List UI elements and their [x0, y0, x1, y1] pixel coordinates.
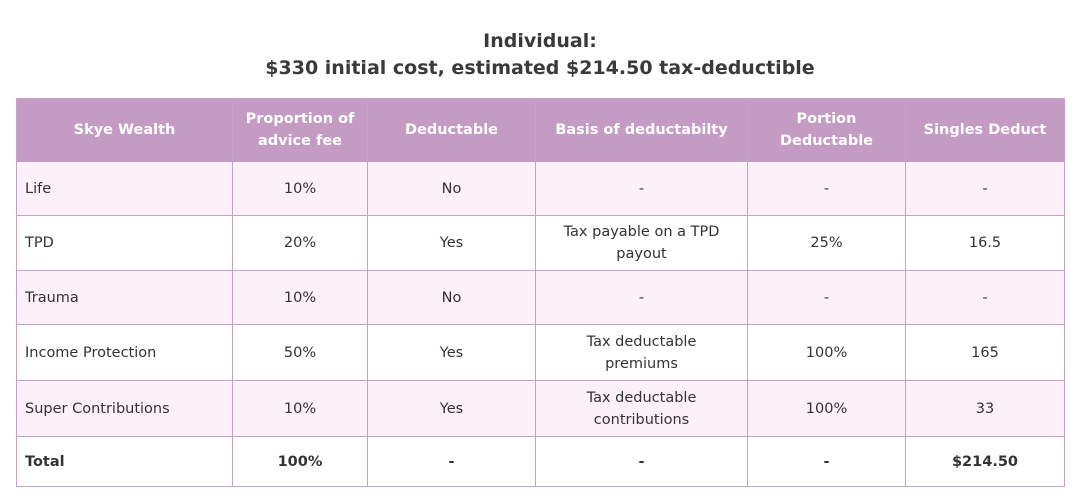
- cell-text: -: [638, 289, 645, 306]
- table-row: Super Contributions 10% Yes Tax deductable …: [16, 380, 1065, 437]
- table-cell: -: [747, 436, 906, 487]
- cell-text: -: [982, 180, 988, 197]
- cell-text: Super Contributions: [25, 400, 170, 417]
- table-cell: 10%: [232, 380, 368, 437]
- cell-text: 16.5: [968, 235, 1002, 251]
- cell-text: 10%: [283, 180, 317, 197]
- header-text: Singles Deduct: [923, 122, 1047, 138]
- cell-text: 20%: [283, 235, 317, 251]
- title: Individual: $330 initial cost, estimated…: [0, 28, 1080, 82]
- table-cell: 10%: [232, 161, 368, 216]
- cell-text: 50%: [283, 344, 317, 361]
- table-cell: 50%: [232, 324, 368, 381]
- cell-text: Income Protection: [25, 344, 157, 361]
- table-cell: Tax deductable contributions: [535, 380, 748, 437]
- cell-text: No: [441, 289, 462, 306]
- table-row: TPD 20% Yes Tax payable on a TPD payout 25% 1…: [16, 215, 1065, 271]
- table-cell: 20%: [232, 215, 368, 271]
- table-cell: -: [747, 270, 906, 325]
- cell-text: 100%: [805, 400, 848, 417]
- table-cell: Total: [16, 436, 233, 487]
- table-row: Total 100% - - - $214.50: [16, 436, 1065, 487]
- cell-text: -: [638, 180, 645, 197]
- table-cell: -: [535, 270, 748, 325]
- table-cell: -: [905, 161, 1065, 216]
- table-cell: 10%: [232, 270, 368, 325]
- cell-text: 10%: [283, 289, 317, 306]
- table-cell: Income Protection: [16, 324, 233, 381]
- cell-text: Total: [25, 453, 65, 470]
- cell-text: Tax payable on a TPD payout: [563, 224, 720, 262]
- table-cell: Super Contributions: [16, 380, 233, 437]
- table-cell: 100%: [747, 380, 906, 437]
- header-cell: Proportion of advice fee: [232, 98, 368, 162]
- header-row: Skye Wealth Proportion of advice fee Deduc…: [16, 98, 1065, 162]
- title-line: Individual:: [483, 30, 597, 52]
- cell-text: -: [638, 453, 645, 470]
- cell-text: No: [441, 180, 462, 197]
- header-cell: Portion Deductable: [747, 98, 906, 162]
- table-cell: 16.5: [905, 215, 1065, 271]
- cell-text: 100%: [277, 453, 323, 470]
- table-cell: Life: [16, 161, 233, 216]
- table-cell: TPD: [16, 215, 233, 271]
- table-cell: 100%: [747, 324, 906, 381]
- header-cell: Basis of deductabilty: [535, 98, 748, 162]
- cell-text: 33: [975, 400, 995, 417]
- cell-text: Trauma: [25, 289, 79, 306]
- table-cell: -: [905, 270, 1065, 325]
- cell-text: -: [448, 453, 455, 470]
- cell-text: $214.50: [951, 453, 1019, 470]
- table-cell: 33: [905, 380, 1065, 437]
- cell-text: 10%: [283, 400, 317, 417]
- cell-text: -: [823, 289, 830, 306]
- header-text: Deductable: [404, 122, 499, 138]
- table-row: Income Protection 50% Yes Tax deductable pr…: [16, 324, 1065, 381]
- header-cell: Deductable: [367, 98, 536, 162]
- cell-text: -: [823, 453, 830, 470]
- table-cell: 25%: [747, 215, 906, 271]
- table-cell: Yes: [367, 324, 536, 381]
- cell-text: Yes: [439, 400, 464, 417]
- cell-text: 100%: [805, 344, 848, 361]
- fee-table: Skye Wealth Proportion of advice fee Deduc…: [16, 98, 1065, 487]
- table-row: Trauma 10% No - - -: [16, 270, 1065, 325]
- table-cell: -: [535, 436, 748, 487]
- cell-text: Life: [25, 180, 52, 197]
- cell-text: Yes: [439, 235, 464, 251]
- cell-text: 25%: [810, 235, 843, 251]
- table-cell: -: [747, 161, 906, 216]
- table-body: Life 10% No - - - TPD 20% Yes Tax payable on a TP…: [16, 161, 1065, 487]
- cell-text: 165: [971, 344, 999, 361]
- table-cell: Yes: [367, 380, 536, 437]
- header-text: Skye Wealth: [73, 122, 176, 138]
- table-cell: $214.50: [905, 436, 1065, 487]
- cell-text: Yes: [439, 344, 464, 361]
- title-line: $330 initial cost, estimated $214.50 tax…: [265, 57, 815, 79]
- header-text: Portion Deductable: [779, 111, 874, 149]
- table-cell: Tax payable on a TPD payout: [535, 215, 748, 271]
- table-cell: Tax deductable premiums: [535, 324, 748, 381]
- table-cell: Yes: [367, 215, 536, 271]
- table-cell: No: [367, 161, 536, 216]
- header-cell: Singles Deduct: [905, 98, 1065, 162]
- table-cell: No: [367, 270, 536, 325]
- cell-text: -: [982, 289, 988, 306]
- table-cell: -: [535, 161, 748, 216]
- header-text: Proportion of advice fee: [245, 111, 355, 149]
- header-text: Basis of deductabilty: [555, 122, 728, 138]
- table-cell: Trauma: [16, 270, 233, 325]
- cell-text: Tax deductable premiums: [586, 333, 697, 372]
- header-cell: Skye Wealth: [16, 98, 233, 162]
- table-cell: -: [367, 436, 536, 487]
- table-row: Life 10% No - - -: [16, 161, 1065, 216]
- table-cell: 100%: [232, 436, 368, 487]
- table-cell: 165: [905, 324, 1065, 381]
- cell-text: TPD: [25, 235, 54, 251]
- cell-text: -: [823, 180, 830, 197]
- cell-text: Tax deductable contributions: [586, 389, 697, 428]
